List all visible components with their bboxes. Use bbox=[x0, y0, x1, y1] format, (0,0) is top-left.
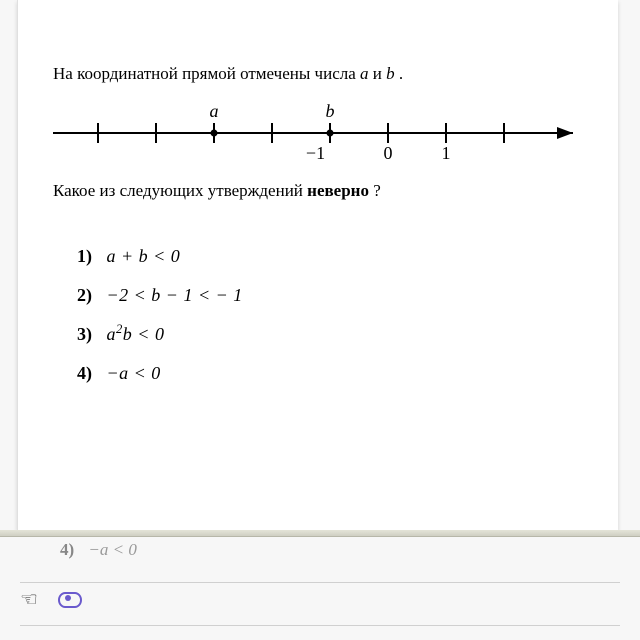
option-1-expr: a + b < 0 bbox=[107, 246, 181, 266]
option-4-expr: −a < 0 bbox=[107, 363, 161, 383]
intro-suffix: . bbox=[399, 64, 403, 83]
option-4-num: 4) bbox=[77, 363, 92, 383]
svg-text:−1: −1 bbox=[306, 143, 325, 163]
bottom-toolbar: ☜ bbox=[20, 582, 620, 626]
eye-icon[interactable] bbox=[58, 592, 82, 608]
option-3-num: 3) bbox=[77, 324, 92, 344]
option-4: 4) −a < 0 bbox=[77, 359, 593, 388]
svg-text:1: 1 bbox=[442, 143, 451, 163]
option-3-sup: 2 bbox=[116, 322, 123, 336]
echo-expr: −a < 0 bbox=[88, 540, 136, 559]
hand-cursor-icon[interactable]: ☜ bbox=[20, 587, 38, 612]
question-text: Какое из следующих утверждений неверно ? bbox=[53, 177, 593, 204]
echo-num: 4) bbox=[60, 540, 74, 559]
svg-text:b: b bbox=[326, 101, 335, 121]
var-b: b bbox=[386, 64, 395, 83]
svg-text:a: a bbox=[210, 101, 219, 121]
option-2-expr: −2 < b − 1 < − 1 bbox=[107, 285, 243, 305]
document-page: На координатной прямой отмечены числа a … bbox=[17, 0, 618, 530]
option-1: 1) a + b < 0 bbox=[77, 242, 593, 271]
intro-prefix: На координатной прямой отмечены числа bbox=[53, 64, 360, 83]
option-3-post: b < 0 bbox=[123, 324, 165, 344]
number-line: a b −1 0 1 bbox=[53, 97, 593, 167]
question-bold: неверно bbox=[307, 181, 369, 200]
option-3-pre: a bbox=[107, 324, 117, 344]
problem-content: На координатной прямой отмечены числа a … bbox=[53, 60, 593, 398]
option-1-num: 1) bbox=[77, 246, 92, 266]
intro-text: На координатной прямой отмечены числа a … bbox=[53, 60, 593, 87]
var-a: a bbox=[360, 64, 369, 83]
option-2: 2) −2 < b − 1 < − 1 bbox=[77, 281, 593, 310]
options-list: 1) a + b < 0 2) −2 < b − 1 < − 1 3) a2b … bbox=[77, 242, 593, 387]
page-shadow-strip bbox=[0, 530, 640, 537]
question-suffix: ? bbox=[373, 181, 381, 200]
option-3: 3) a2b < 0 bbox=[77, 320, 593, 349]
option-3-expr: a2b < 0 bbox=[107, 324, 165, 344]
echo-option: 4) −a < 0 bbox=[60, 540, 620, 560]
svg-text:0: 0 bbox=[384, 143, 393, 163]
question-prefix: Какое из следующих утверждений bbox=[53, 181, 307, 200]
intro-mid: и bbox=[373, 64, 386, 83]
option-2-num: 2) bbox=[77, 285, 92, 305]
